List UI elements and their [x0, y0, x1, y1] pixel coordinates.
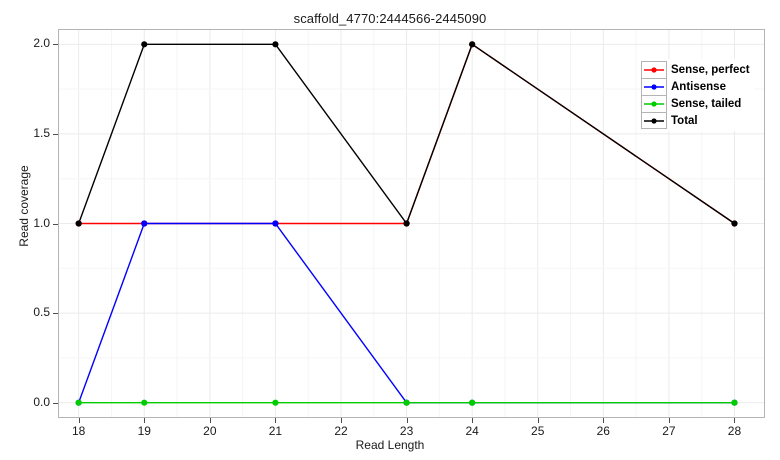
series-marker	[272, 41, 279, 48]
legend-item[interactable]: Sense, perfect	[641, 61, 750, 78]
series-marker	[469, 399, 476, 406]
series-marker	[469, 41, 476, 48]
y-tick-mark	[53, 223, 58, 225]
series-marker	[731, 220, 738, 227]
series-marker	[141, 399, 148, 406]
x-tick-mark	[144, 418, 146, 423]
x-tick-label: 25	[531, 424, 545, 438]
x-tick-label: 24	[465, 424, 479, 438]
legend-swatch-icon	[641, 78, 667, 95]
y-tick-label: 2.0	[33, 36, 50, 51]
x-tick-mark	[734, 418, 736, 423]
x-tick-label: 27	[662, 424, 676, 438]
legend-swatch-icon	[641, 61, 667, 78]
series-marker	[75, 220, 82, 227]
x-tick-mark	[537, 418, 539, 423]
legend-item[interactable]: Total	[641, 112, 750, 129]
series-marker	[731, 399, 738, 406]
x-tick-label: 20	[203, 424, 217, 438]
series-line-total	[78, 43, 735, 225]
y-tick-label: 1.5	[33, 125, 50, 140]
chart-legend: Sense, perfect Antisense Sense, tailed Tota…	[641, 59, 754, 131]
x-tick-label: 22	[334, 424, 348, 438]
legend-label: Sense, tailed	[671, 97, 742, 110]
x-tick-mark	[668, 418, 670, 423]
x-tick-mark	[275, 418, 277, 423]
series-marker	[141, 220, 148, 227]
legend-item[interactable]: Antisense	[641, 78, 750, 95]
x-tick-mark	[472, 418, 474, 423]
x-tick-label: 21	[268, 424, 283, 438]
x-tick-label: 18	[71, 424, 86, 438]
chart-title: scaffold_4770:2444566-2445090	[293, 11, 487, 26]
legend-swatch-icon	[641, 95, 667, 112]
legend-swatch-icon	[641, 112, 667, 129]
y-tick-label: 1.0	[33, 215, 50, 230]
x-tick-mark	[406, 418, 408, 423]
y-tick-mark	[53, 313, 58, 315]
x-axis-label: Read Length	[355, 438, 425, 452]
plot-svg	[59, 30, 764, 417]
y-tick-mark	[53, 402, 58, 404]
legend-item[interactable]: Sense, tailed	[641, 95, 750, 112]
series-marker	[403, 399, 410, 406]
x-tick-label: 26	[596, 424, 610, 438]
legend-label: Antisense	[671, 80, 726, 93]
series-marker	[272, 399, 279, 406]
x-tick-mark	[341, 418, 342, 423]
plot-area	[58, 29, 765, 418]
y-tick-mark	[53, 44, 58, 46]
x-tick-label: 19	[137, 424, 151, 438]
x-tick-label: 23	[399, 424, 414, 438]
series-marker	[141, 41, 148, 48]
y-tick-mark	[53, 133, 58, 135]
x-tick-label: 28	[727, 424, 742, 438]
series-marker	[75, 399, 82, 406]
y-tick-label: 0.5	[33, 305, 50, 320]
x-tick-mark	[603, 418, 605, 423]
x-tick-mark	[209, 418, 211, 423]
legend-label: Sense, perfect	[671, 63, 750, 76]
y-tick-label: 0.0	[33, 394, 50, 409]
series-marker	[403, 220, 410, 227]
legend-label: Total	[671, 114, 698, 127]
x-tick-mark	[78, 418, 80, 423]
series-marker	[272, 220, 279, 227]
